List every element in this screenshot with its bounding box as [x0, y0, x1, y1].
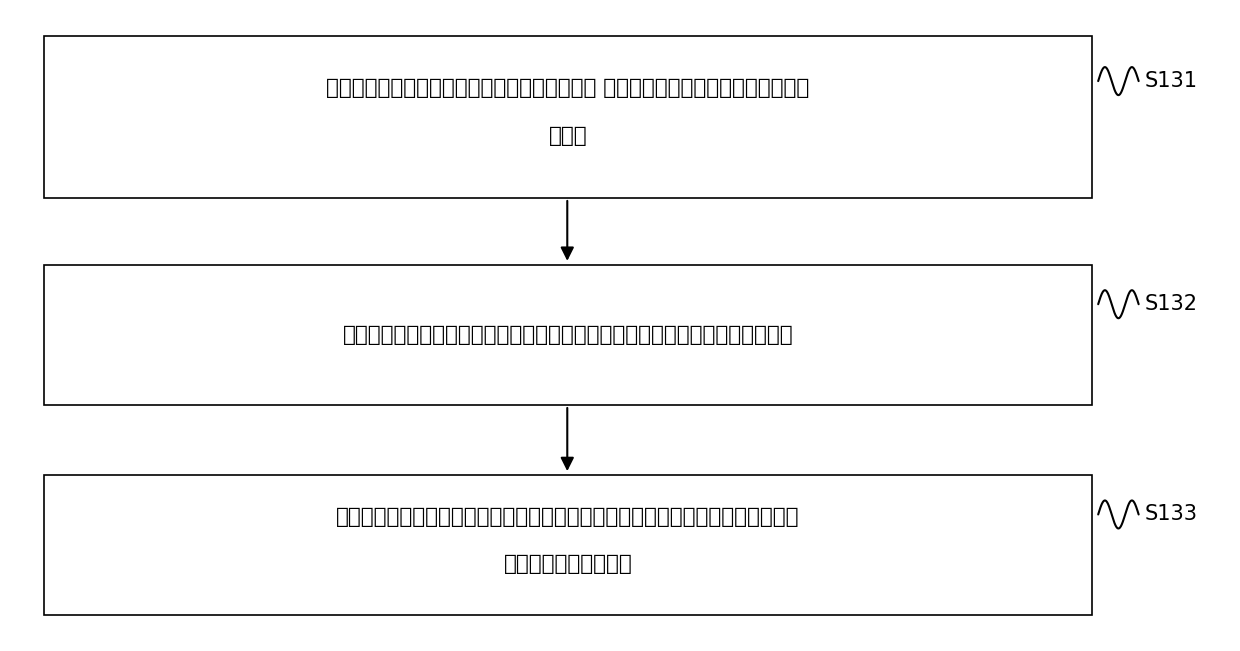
Text: 根据海绵基因的列向量、靶基因的列向量、方差矩阵、协方差矩阵和预设的典型向: 根据海绵基因的列向量、靶基因的列向量、方差矩阵、协方差矩阵和预设的典型向 [336, 506, 800, 527]
Text: S131: S131 [1145, 71, 1198, 91]
FancyBboxPatch shape [43, 475, 1092, 615]
Text: S133: S133 [1145, 505, 1198, 525]
Text: 根据海绵基因的表达矩阵和靶基因的表达矩阵， 获取海绵基因的列向量以及靶基因的: 根据海绵基因的表达矩阵和靶基因的表达矩阵， 获取海绵基因的列向量以及靶基因的 [326, 78, 810, 98]
FancyBboxPatch shape [43, 265, 1092, 405]
Text: 获取海绵基因的表达矩阵和靶基因的表达矩阵之间的方差矩阵、以及协方差矩阵: 获取海绵基因的表达矩阵和靶基因的表达矩阵之间的方差矩阵、以及协方差矩阵 [342, 325, 794, 345]
Text: S132: S132 [1145, 294, 1198, 314]
Text: 量，计算典型相关系数: 量，计算典型相关系数 [503, 555, 632, 574]
FancyBboxPatch shape [43, 36, 1092, 198]
Text: 列向量: 列向量 [548, 126, 588, 146]
